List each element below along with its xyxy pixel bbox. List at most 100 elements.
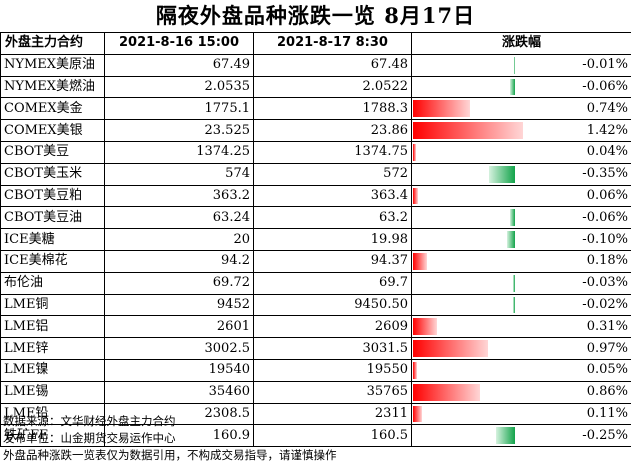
change-bar-down xyxy=(510,209,515,227)
change-cell: -0.06% xyxy=(411,206,631,230)
change-bar-down xyxy=(496,427,515,445)
change-bar-down xyxy=(513,274,515,292)
table-row: CBOT美豆粕 363.2 363.4 0.06% xyxy=(0,184,631,208)
table-row: LME铝 2601 2609 0.31% xyxy=(0,315,631,339)
table-body: NYMEX美原油 67.49 67.48 -0.01% NYMEX美燃油 2.0535 2.… xyxy=(0,53,631,448)
curr-price: 363.4 xyxy=(253,184,412,208)
table-row: CBOT美豆 1374.25 1374.75 0.04% xyxy=(0,140,631,164)
change-bar-up xyxy=(413,187,418,205)
table-row: NYMEX美燃油 2.0535 2.0522 -0.06% xyxy=(0,75,631,99)
prev-price: 94.2 xyxy=(104,249,254,273)
change-cell: 0.31% xyxy=(411,315,631,339)
contract-name: 布伦油 xyxy=(0,271,105,295)
prev-price: 69.72 xyxy=(104,271,254,295)
contract-name: COMEX美金 xyxy=(0,97,105,121)
change-cell: 0.18% xyxy=(411,249,631,273)
curr-price: 94.37 xyxy=(253,249,412,273)
table-row: LME铜 9452 9450.50 -0.02% xyxy=(0,293,631,317)
table-header-row: 外盘主力合约 2021-8-16 15:00 2021-8-17 8:30 涨跌… xyxy=(0,32,631,55)
change-text: 0.06% xyxy=(586,187,628,203)
table-row: COMEX美银 23.525 23.86 1.42% xyxy=(0,119,631,142)
page-title: 隔夜外盘品种涨跌一览 8月17日 xyxy=(0,0,631,33)
change-bar-up xyxy=(413,122,523,139)
change-text: 0.97% xyxy=(586,340,628,356)
curr-price: 35765 xyxy=(253,380,412,404)
contract-name: NYMEX美燃油 xyxy=(0,75,105,99)
table-row: 布伦油 69.72 69.7 -0.03% xyxy=(0,271,631,295)
change-bar-up xyxy=(413,143,416,161)
table-row: NYMEX美原油 67.49 67.48 -0.01% xyxy=(0,53,631,77)
change-bar-down xyxy=(489,165,515,183)
change-bar-up xyxy=(413,252,427,270)
change-bar-up xyxy=(413,318,437,336)
change-cell: -0.35% xyxy=(411,162,631,186)
change-cell: -0.03% xyxy=(411,271,631,295)
curr-price: 19.98 xyxy=(253,228,412,251)
curr-price: 160.5 xyxy=(253,424,412,448)
change-bar-up xyxy=(413,100,470,118)
change-text: 0.11% xyxy=(586,405,628,421)
prev-price: 67.49 xyxy=(104,53,254,77)
table-row: LME锌 3002.5 3031.5 0.97% xyxy=(0,337,631,360)
prev-price: 1775.1 xyxy=(104,97,254,121)
table-row: LME镍 19540 19550 0.05% xyxy=(0,358,631,382)
change-cell: -0.01% xyxy=(411,53,631,77)
change-bar-down xyxy=(514,56,515,74)
curr-price: 9450.50 xyxy=(253,293,412,317)
change-cell: 0.86% xyxy=(411,380,631,404)
prev-price: 1374.25 xyxy=(104,140,254,164)
change-text: -0.06% xyxy=(582,209,628,225)
prev-price: 9452 xyxy=(104,293,254,317)
contract-name: LME锌 xyxy=(0,337,105,360)
contract-name: COMEX美银 xyxy=(0,119,105,142)
prev-price: 19540 xyxy=(104,358,254,382)
change-text: -0.02% xyxy=(582,296,628,312)
change-cell: 0.11% xyxy=(411,402,631,426)
change-text: 0.18% xyxy=(586,253,628,269)
contract-name: CBOT美豆粕 xyxy=(0,184,105,208)
change-bar-up xyxy=(413,383,480,401)
change-text: 0.86% xyxy=(586,384,628,400)
change-bar-down xyxy=(507,231,515,248)
footer-source: 数据来源：文华财经外盘主力合约 xyxy=(3,414,176,428)
contract-name: ICE美糖 xyxy=(0,228,105,251)
curr-price: 2.0522 xyxy=(253,75,412,99)
curr-price: 23.86 xyxy=(253,119,412,142)
table-row: CBOT美豆油 63.24 63.2 -0.06% xyxy=(0,206,631,230)
curr-price: 19550 xyxy=(253,358,412,382)
change-cell: 0.97% xyxy=(411,337,631,360)
footer-disclaimer: 外盘品种涨跌一览表仅为数据引用，不构成交易指导，请谨慎操作 xyxy=(3,448,337,462)
change-cell: 0.06% xyxy=(411,184,631,208)
header-prev-time: 2021-8-16 15:00 xyxy=(104,32,254,55)
prev-price: 3002.5 xyxy=(104,337,254,360)
footer-publisher: 发布单位：山金期货交易运作中心 xyxy=(3,431,176,445)
change-text: -0.03% xyxy=(582,275,628,291)
change-bar-up xyxy=(413,340,488,357)
table-row: LME锡 35460 35765 0.86% xyxy=(0,380,631,404)
contract-name: ICE美棉花 xyxy=(0,249,105,273)
change-text: -0.06% xyxy=(582,78,628,94)
change-text: 0.05% xyxy=(586,362,628,378)
prev-price: 363.2 xyxy=(104,184,254,208)
contract-name: NYMEX美原油 xyxy=(0,53,105,77)
curr-price: 3031.5 xyxy=(253,337,412,360)
table-row: ICE美糖 20 19.98 -0.10% xyxy=(0,228,631,251)
change-text: -0.10% xyxy=(582,231,628,247)
table-row: COMEX美金 1775.1 1788.3 0.74% xyxy=(0,97,631,121)
change-text: -0.35% xyxy=(582,166,628,182)
change-text: 0.74% xyxy=(586,100,628,116)
change-cell: 1.42% xyxy=(411,119,631,142)
curr-price: 2311 xyxy=(253,402,412,426)
curr-price: 572 xyxy=(253,162,412,186)
change-cell: -0.02% xyxy=(411,293,631,317)
contract-name: LME铝 xyxy=(0,315,105,339)
change-text: 0.04% xyxy=(586,144,628,160)
curr-price: 2609 xyxy=(253,315,412,339)
contract-name: CBOT美豆油 xyxy=(0,206,105,230)
prev-price: 2.0535 xyxy=(104,75,254,99)
prev-price: 2601 xyxy=(104,315,254,339)
change-cell: -0.10% xyxy=(411,228,631,251)
table-row: ICE美棉花 94.2 94.37 0.18% xyxy=(0,249,631,273)
change-bar-up xyxy=(413,361,417,379)
prev-price: 574 xyxy=(104,162,254,186)
